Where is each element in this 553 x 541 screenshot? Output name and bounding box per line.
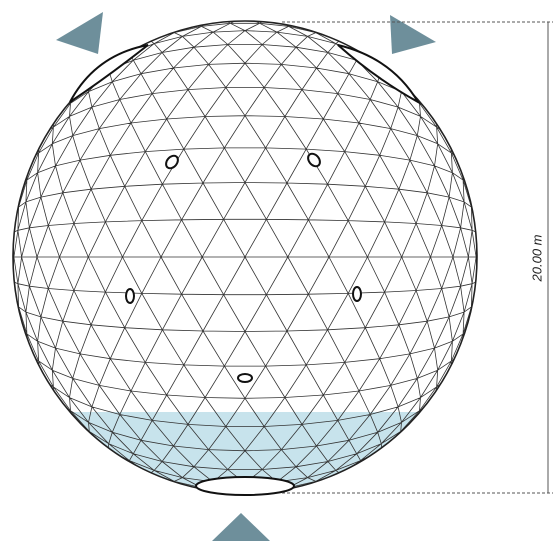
dimension-label: 20.00 m <box>529 234 544 282</box>
dimension-lines <box>282 21 553 494</box>
mesh <box>13 21 477 493</box>
mesh-edges <box>13 21 477 493</box>
vents <box>125 152 362 383</box>
top-opening-right <box>337 44 421 105</box>
top-opening-left <box>69 44 149 103</box>
direction-markers <box>56 12 436 541</box>
door-opening <box>195 476 295 496</box>
